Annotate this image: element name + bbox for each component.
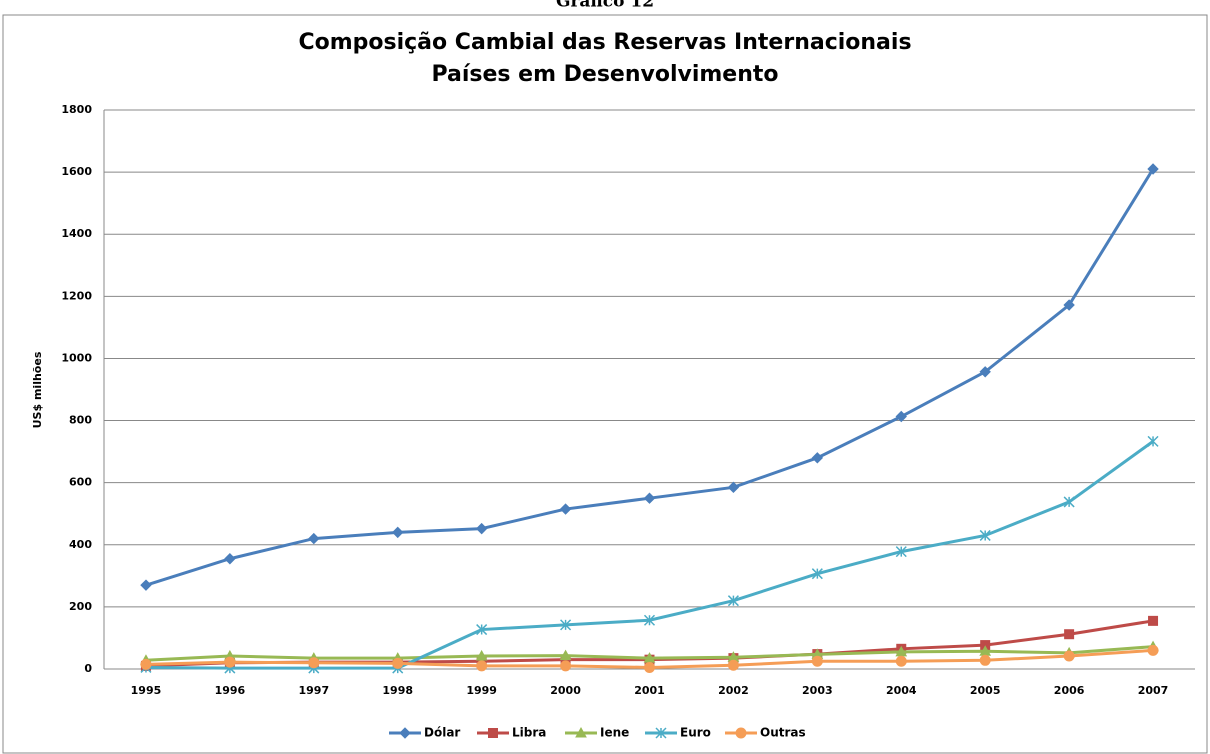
marker xyxy=(399,727,411,739)
legend-label: Outras xyxy=(760,726,806,740)
marker xyxy=(575,726,587,738)
marker xyxy=(559,503,572,515)
y-tick-label: 600 xyxy=(69,476,92,489)
marker xyxy=(308,532,320,545)
marker xyxy=(979,366,991,378)
marker xyxy=(476,660,488,672)
legend-label: Iene xyxy=(600,726,629,740)
marker xyxy=(476,624,488,636)
x-tick-label: 2003 xyxy=(802,684,833,697)
marker xyxy=(811,568,823,580)
legend-label: Euro xyxy=(680,726,711,740)
marker xyxy=(644,661,655,673)
marker xyxy=(140,658,152,670)
y-tick-label: 400 xyxy=(69,538,92,551)
marker xyxy=(727,595,739,607)
marker xyxy=(1147,644,1159,656)
marker xyxy=(1063,299,1075,311)
chart-subtitle: Países em Desenvolvimento xyxy=(431,62,778,87)
marker xyxy=(1063,650,1075,662)
marker xyxy=(895,546,907,558)
x-tick-label: 1999 xyxy=(466,684,497,697)
marker xyxy=(895,655,907,667)
marker xyxy=(811,452,824,464)
y-tick-label: 800 xyxy=(69,414,92,427)
marker xyxy=(727,659,739,671)
x-tick-label: 1997 xyxy=(298,684,329,697)
marker xyxy=(475,522,488,535)
marker xyxy=(140,579,152,591)
x-tick-label: 2000 xyxy=(550,684,581,697)
x-tick-label: 2001 xyxy=(634,684,665,697)
x-tick-label: 2002 xyxy=(718,684,749,697)
y-tick-label: 1800 xyxy=(61,103,92,116)
marker xyxy=(979,654,991,666)
series-line xyxy=(145,168,1155,587)
y-tick-label: 1200 xyxy=(61,289,92,302)
marker xyxy=(560,660,572,672)
caption: Gráfico 12 xyxy=(556,0,654,12)
marker xyxy=(655,727,667,739)
marker xyxy=(643,614,656,626)
marker xyxy=(895,410,907,423)
marker xyxy=(475,649,488,661)
series-line xyxy=(145,440,1154,670)
legend-label: Dólar xyxy=(424,726,460,740)
marker xyxy=(1147,163,1159,175)
marker xyxy=(224,553,236,565)
marker xyxy=(727,481,740,494)
y-tick-label: 1000 xyxy=(61,351,92,364)
x-tick-label: 2004 xyxy=(886,684,917,697)
legend-label: Libra xyxy=(512,726,546,740)
marker xyxy=(488,728,498,738)
y-tick-label: 1600 xyxy=(61,165,92,178)
marker xyxy=(392,657,404,669)
marker xyxy=(1148,615,1159,626)
marker xyxy=(643,492,656,504)
chart-title: Composição Cambial das Reservas Internac… xyxy=(298,30,911,55)
marker xyxy=(735,727,747,739)
y-axis-label: US$ milhões xyxy=(31,351,44,428)
x-tick-label: 2007 xyxy=(1138,684,1169,697)
marker xyxy=(979,529,991,541)
marker xyxy=(1147,435,1159,447)
x-tick-label: 1998 xyxy=(382,684,413,697)
marker xyxy=(308,657,320,669)
y-tick-label: 200 xyxy=(69,600,92,613)
y-tick-label: 1400 xyxy=(61,227,92,240)
x-tick-label: 1996 xyxy=(215,684,246,697)
marker xyxy=(224,656,236,668)
x-tick-label: 2005 xyxy=(970,684,1001,697)
x-tick-label: 1995 xyxy=(131,684,162,697)
marker xyxy=(1063,496,1075,508)
marker xyxy=(559,649,572,661)
x-tick-label: 2006 xyxy=(1054,684,1085,697)
marker xyxy=(560,619,572,631)
marker xyxy=(392,526,404,539)
chart-border xyxy=(2,14,1208,754)
marker xyxy=(811,655,823,667)
marker xyxy=(1064,629,1075,640)
y-tick-label: 0 xyxy=(84,662,92,675)
